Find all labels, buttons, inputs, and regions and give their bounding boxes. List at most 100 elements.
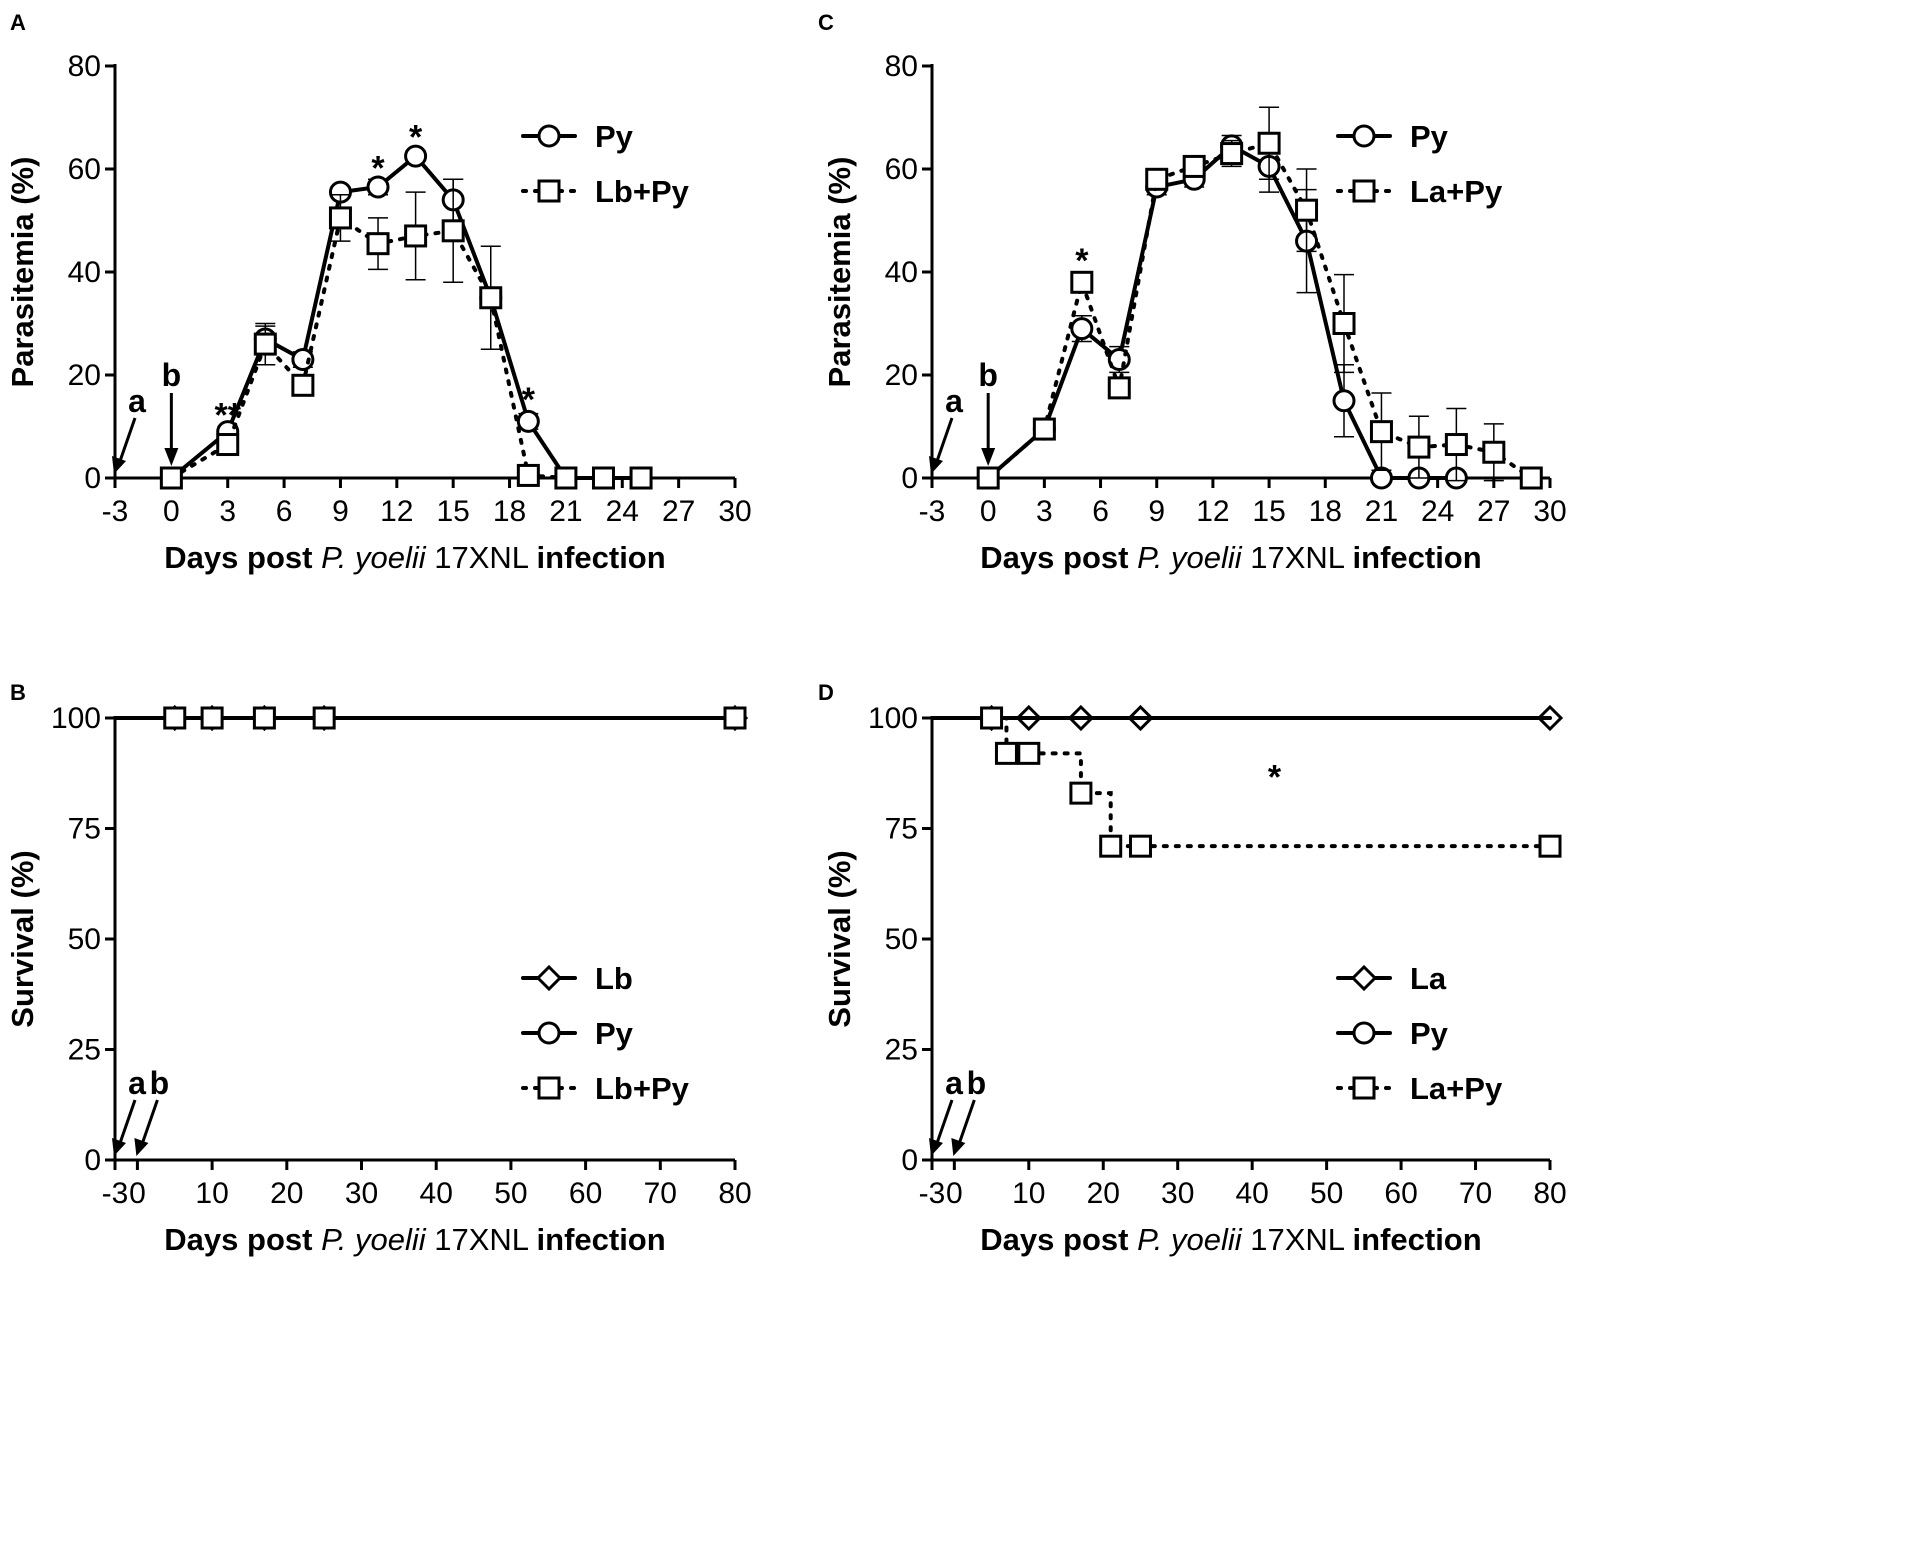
legend-item: Lb [521,961,633,996]
y-tick-label: 50 [68,923,101,956]
arrow-b: b [162,357,181,466]
legend-label: Lb+Py [595,1071,690,1106]
arrow-shaft [117,417,137,465]
x-tick-label: 3 [219,495,236,528]
legend-marker [1352,1076,1376,1100]
arrow-label: a [128,1065,146,1101]
x-axis-label: Days post P. yoelii 17XNL infection [164,1222,665,1257]
x-axis-label-part: P. yoelii [321,1222,427,1257]
data-point [723,706,747,730]
x-tick-label: 0 [946,1177,963,1210]
x-tick-label: -3 [102,1177,129,1210]
arrow-b: b [134,1065,169,1156]
data-point [1519,466,1543,490]
legend-label: Py [595,119,634,154]
y-tick-label: 25 [885,1034,918,1067]
data-point [1369,420,1393,444]
x-tick-label: -3 [102,495,129,528]
y-tick-label: 50 [885,923,918,956]
data-point [291,373,315,397]
significance-star: * [409,118,423,156]
x-tick-label: 20 [270,1177,303,1210]
x-tick-label: 0 [163,495,180,528]
legend-item: La+Py [1336,174,1503,209]
data-point [516,463,540,487]
x-axis-label-part: 17XNL [1242,1222,1353,1257]
x-tick-label: 21 [549,495,582,528]
legend-label: La+Py [1410,174,1503,209]
legend-item: Py [1336,1016,1449,1051]
x-tick-label: 3 [1036,495,1053,528]
arrow-label: a [945,1065,963,1101]
significance-star: * [1268,759,1282,797]
x-axis-label-part: 17XNL [1242,540,1353,575]
x-axis-label: Days post P. yoelii 17XNL infection [164,540,665,575]
data-point [1107,376,1131,400]
arrow-head [112,1138,126,1156]
data-point [1017,741,1041,765]
data-point [159,466,183,490]
data-point [1444,433,1468,457]
arrow-head [929,456,943,474]
data-point [252,706,276,730]
y-tick-label: 0 [84,1144,101,1177]
x-tick-label: 60 [1384,1177,1417,1210]
data-point [1482,440,1506,464]
panel-b: B 0 25 50 75 100 -3 0 10 20 30 40 50 60 70 80 Survival (… [5,680,752,1257]
x-axis-label-part: Days post [164,1222,321,1257]
x-tick-label: 9 [332,495,349,528]
data-point [312,706,336,730]
x-axis-label-part: 17XNL [426,540,537,575]
x-tick-label: -3 [919,495,946,528]
legend-label: Py [595,1016,634,1051]
legend-marker [537,1021,561,1045]
data-point [1538,834,1562,858]
legend-item: Py [521,1016,634,1051]
data-point [1220,142,1244,166]
x-tick-label: 0 [980,495,997,528]
x-tick-label: 80 [1533,1177,1566,1210]
x-tick-label: 30 [345,1177,378,1210]
legend: Lb Py Lb+Py [521,961,690,1106]
legend-item: Lb+Py [521,174,690,209]
x-tick-label: 24 [1421,495,1454,528]
data-point [163,706,187,730]
x-axis-label-part: P. yoelii [321,540,427,575]
x-tick-label: 60 [569,1177,602,1210]
data-point [554,466,578,490]
data-point [216,433,240,457]
panel-letter: C [818,10,834,35]
series-line [169,153,644,480]
significance-star: * [522,381,536,419]
series-la-plus-py [976,106,1543,490]
x-tick-label: 50 [494,1177,527,1210]
significance-star: ** [214,397,241,435]
arrow-head [164,448,179,466]
data-point [1128,834,1152,858]
series-lb-plus-py [159,178,653,490]
data-point [404,144,428,168]
arrow-a: a [929,383,963,474]
data-point [291,348,315,372]
x-tick-label: 50 [1310,1177,1343,1210]
panel-letter: D [818,680,834,705]
data-point [441,219,465,243]
arrow-shaft [934,417,954,465]
y-tick-label: 40 [885,256,918,289]
x-axis-label-part: Days post [980,540,1137,575]
legend-marker [1352,1021,1376,1045]
x-tick-label: 21 [1365,495,1398,528]
y-axis-label: Survival (%) [5,850,40,1027]
data-point [366,232,390,256]
legend-marker [537,1076,561,1100]
x-tick-label: 6 [276,495,293,528]
data-point [479,286,503,310]
legend-marker [1352,124,1376,148]
data-point [1070,270,1094,294]
y-axis-label: Parasitemia (%) [5,157,40,388]
x-tick-label: 24 [606,495,639,528]
data-point [1295,198,1319,222]
y-tick-label: 25 [68,1034,101,1067]
arrow-head [951,1138,966,1156]
x-tick-label: 27 [1477,495,1510,528]
